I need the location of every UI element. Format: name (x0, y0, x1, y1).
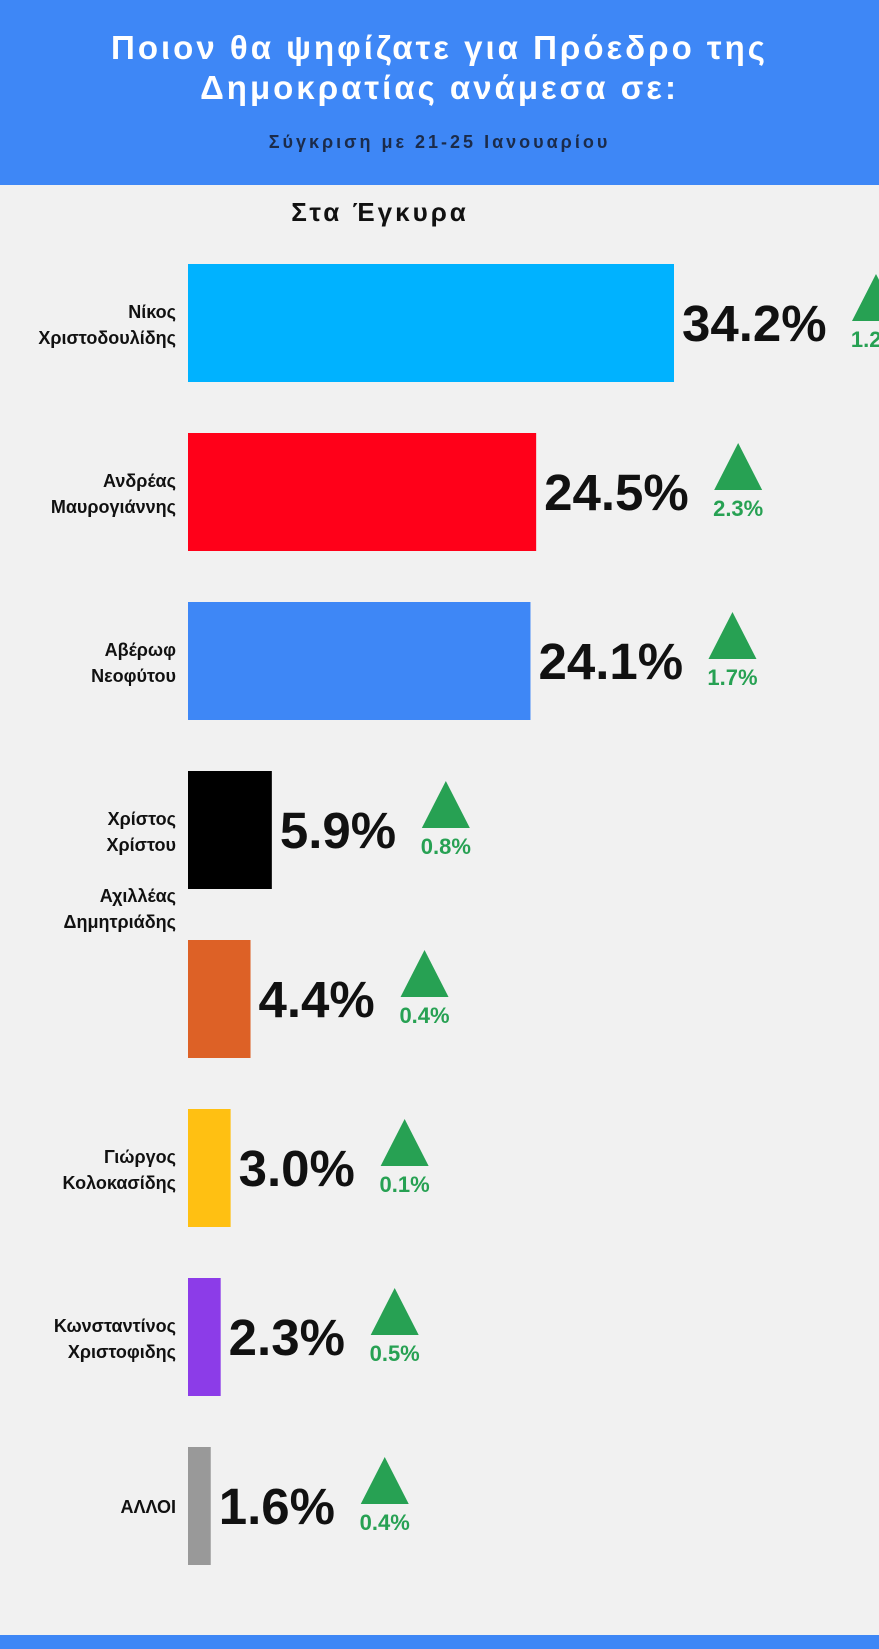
value-label: 2.3% (229, 1309, 345, 1366)
change-label: 0.4% (399, 1003, 449, 1028)
valid-votes-label: Στα Έγκυρα (291, 197, 469, 227)
bar (188, 940, 251, 1058)
category-label: Κωνσταντίνος (54, 1316, 176, 1336)
category-label: Γιώργος (104, 1147, 176, 1167)
up-arrow-icon (370, 1288, 419, 1335)
change-label: 0.8% (421, 834, 471, 859)
up-arrow-icon (852, 274, 879, 321)
up-arrow-icon (708, 612, 757, 659)
bar (188, 602, 531, 720)
category-label: Δημητριάδης (64, 912, 176, 932)
value-label: 3.0% (239, 1140, 355, 1197)
change-label: 0.4% (360, 1510, 410, 1535)
bar (188, 433, 537, 551)
bar (188, 264, 674, 382)
value-label: 34.2% (682, 295, 827, 352)
category-label: Αβέρωφ (105, 640, 176, 660)
change-label: 0.1% (380, 1172, 430, 1197)
category-label: Χριστοφιδης (68, 1342, 176, 1362)
up-arrow-icon (421, 781, 470, 828)
category-label: ΑΛΛΟΙ (120, 1497, 176, 1517)
category-label: Νίκος (128, 302, 176, 322)
category-label: Χριστοδουλίδης (38, 328, 176, 348)
category-label: Νεοφύτου (91, 666, 176, 686)
change-label: 1.2% (851, 327, 879, 352)
footer-bar (0, 1635, 879, 1649)
comparison-subtitle: Σύγκριση με 21-25 Ιανουαρίου (268, 132, 611, 152)
up-arrow-icon (360, 1457, 409, 1504)
category-label: Μαυρογιάννης (51, 497, 176, 517)
bar (188, 1109, 231, 1227)
value-label: 4.4% (259, 971, 375, 1028)
up-arrow-icon (380, 1119, 429, 1166)
value-label: 24.1% (538, 633, 683, 690)
up-arrow-icon (714, 443, 763, 490)
category-label: Χρίστος (108, 809, 176, 829)
change-label: 2.3% (713, 496, 763, 521)
category-label: Κολοκασίδης (63, 1173, 176, 1193)
bar (188, 771, 272, 889)
value-label: 5.9% (280, 802, 396, 859)
change-label: 0.5% (370, 1341, 420, 1366)
chart-title: Ποιον θα ψηφίζατε για Πρόεδρο της Δημοκρ… (111, 29, 768, 106)
bar (188, 1447, 211, 1565)
change-label: 1.7% (707, 665, 757, 690)
up-arrow-icon (400, 950, 449, 997)
header-banner: Ποιον θα ψηφίζατε για Πρόεδρο της Δημοκρ… (0, 0, 879, 185)
category-label: Αχιλλέας (100, 886, 176, 906)
value-label: 24.5% (544, 464, 689, 521)
category-label: Ανδρέας (103, 471, 176, 491)
bar (188, 1278, 221, 1396)
category-label: Χρίστου (107, 835, 176, 855)
value-label: 1.6% (219, 1478, 335, 1535)
